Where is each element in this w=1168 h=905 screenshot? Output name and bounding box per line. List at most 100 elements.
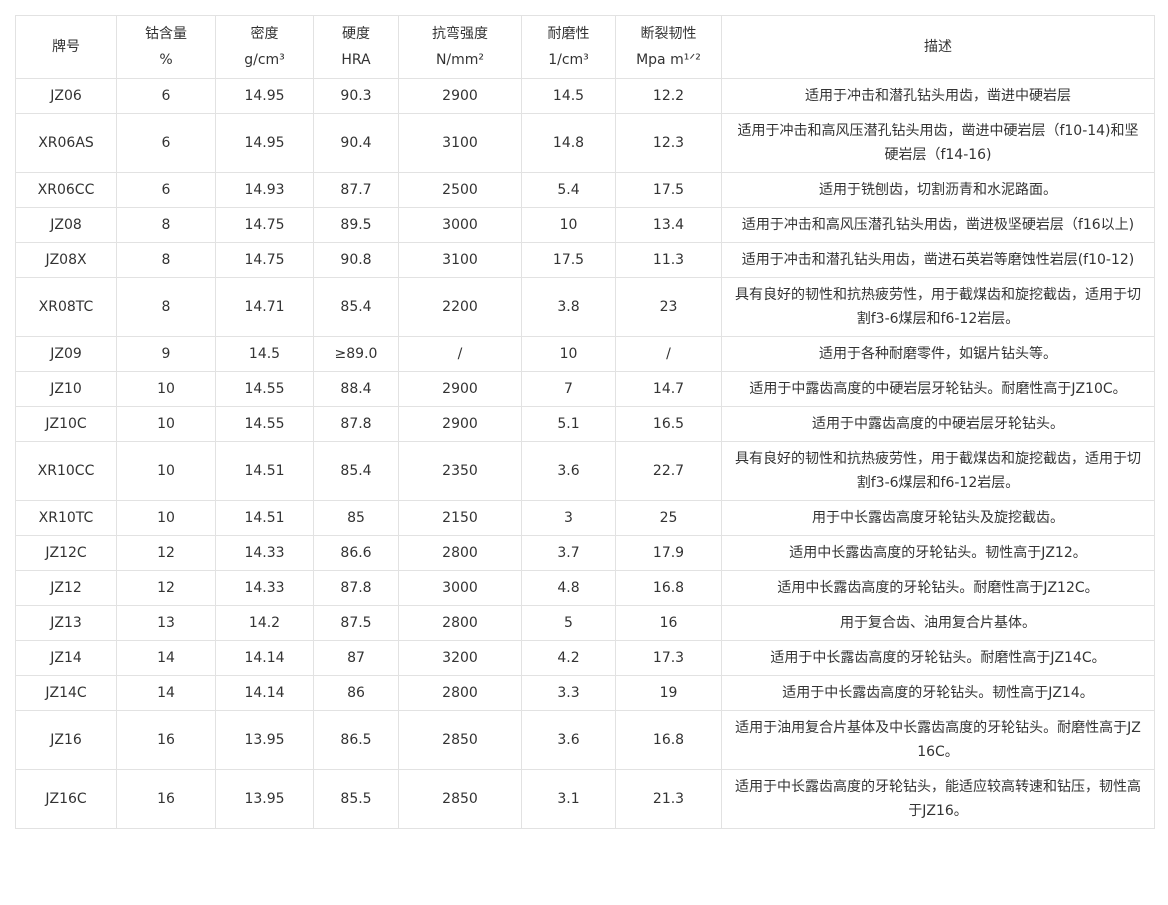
table-row: JZ09 9 14.5 ≥89.0/10/适用于各种耐磨零件，如锯片钻头等。 (15, 336, 1155, 372)
cell-grade: JZ14C (15, 675, 117, 711)
cell-description: 适用于冲击和潜孔钻头用齿，凿进中硬岩层 (721, 78, 1155, 114)
cell-description: 具有良好的韧性和抗热疲劳性，用于截煤齿和旋挖截齿，适用于切割f3-6煤层和f6-… (721, 277, 1155, 337)
table-row: XR06CC 6 14.93 87.7 2500 5.4 17.5 适用于铣刨齿，切割沥青和水… (15, 172, 1155, 208)
cell-hardness: 86.5 (313, 710, 399, 770)
cell-fracture-toughness: 13.4 (615, 207, 722, 243)
cell-fracture-toughness: 14.7 (615, 371, 722, 407)
cell-grade: JZ08X (15, 242, 117, 278)
header-density: 密度 g/cm³ (215, 15, 314, 79)
cell-description: 具有良好的韧性和抗热疲劳性，用于截煤齿和旋挖截齿，适用于切割f3-6煤层和f6-… (721, 441, 1155, 501)
cell-grade: XR10TC (15, 500, 117, 536)
table-row: XR10TC 10 14.51 85 2150 3 25 用于中长露齿高度牙轮钻头及旋挖截齿。 (15, 500, 1155, 536)
table-row: XR08TC 8 14.71 85.4 2200 3.8 23 具有良好的韧性和抗热疲劳性，用… (15, 277, 1155, 337)
cell-fracture-toughness: 19 (615, 675, 722, 711)
cell-fracture-toughness: 22.7 (615, 441, 722, 501)
cell-grade: JZ16C (15, 769, 117, 829)
cell-hardness: ≥89.0 (313, 336, 399, 372)
cell-grade: JZ06 (15, 78, 117, 114)
cell-wear-resistance: 10 (521, 207, 616, 243)
cell-wear-resistance: 5.4 (521, 172, 616, 208)
cell-fracture-toughness: 12.3 (615, 113, 722, 173)
cell-fracture-toughness: 16 (615, 605, 722, 641)
cell-description: 适用于中长露齿高度的牙轮钻头。耐磨性高于JZ14C。 (721, 640, 1155, 676)
table-row: JZ14 14 14.14 87 3200 4.2 17.3 适用于中长露齿高度的牙轮钻头。耐… (15, 640, 1155, 676)
carbide-grade-table: 牌号 钴含量% 密度 g/cm³ 硬度 HRA 抗弯强度 N/mm² 耐磨性 1/cm³ 断裂韧性 M… (15, 15, 1155, 829)
cell-cobalt-content: 8 (116, 277, 216, 337)
header-cobalt-content: 钴含量% (116, 15, 216, 79)
cell-cobalt-content: 6 (116, 113, 216, 173)
cell-fracture-toughness: 17.3 (615, 640, 722, 676)
cell-fracture-toughness: 21.3 (615, 769, 722, 829)
cell-grade: XR06CC (15, 172, 117, 208)
cell-wear-resistance: 3.3 (521, 675, 616, 711)
header-hardness-label: 硬度 (342, 26, 370, 42)
header-wear-resistance-unit: 1/cm³ (548, 52, 589, 68)
cell-grade: JZ08 (15, 207, 117, 243)
header-description-label: 描述 (924, 39, 952, 55)
cell-wear-resistance: 3 (521, 500, 616, 536)
cell-wear-resistance: 5.1 (521, 406, 616, 442)
cell-hardness: 90.4 (313, 113, 399, 173)
cell-description: 用于复合齿、油用复合片基体。 (721, 605, 1155, 641)
cell-hardness: 85.4 (313, 441, 399, 501)
cell-wear-resistance: 14.5 (521, 78, 616, 114)
cell-bending-strength: 2500 (398, 172, 522, 208)
cell-bending-strength: 2900 (398, 406, 522, 442)
cell-bending-strength: 3000 (398, 207, 522, 243)
cell-fracture-toughness: 12.2 (615, 78, 722, 114)
cell-fracture-toughness: 17.9 (615, 535, 722, 571)
cell-description: 用于中长露齿高度牙轮钻头及旋挖截齿。 (721, 500, 1155, 536)
header-bending-strength-label: 抗弯强度 (432, 26, 488, 42)
table-row: JZ06 6 14.95 90.3 2900 14.5 12.2 适用于冲击和潜孔钻头用齿，凿… (15, 78, 1155, 114)
cell-density: 14.51 (215, 500, 314, 536)
cell-bending-strength: 2900 (398, 78, 522, 114)
cell-hardness: 87.8 (313, 570, 399, 606)
cell-wear-resistance: 3.7 (521, 535, 616, 571)
header-hardness-unit: HRA (341, 52, 371, 68)
cell-grade: XR06AS (15, 113, 117, 173)
cell-density: 14.51 (215, 441, 314, 501)
cell-density: 14.95 (215, 113, 314, 173)
cell-density: 14.95 (215, 78, 314, 114)
cell-hardness: 90.3 (313, 78, 399, 114)
cell-bending-strength: 3100 (398, 242, 522, 278)
table-row: XR10CC 10 14.51 85.4 2350 3.6 22.7 具有良好的韧性和抗热疲劳… (15, 441, 1155, 501)
table-header-row: 牌号 钴含量% 密度 g/cm³ 硬度 HRA 抗弯强度 N/mm² 耐磨性 1/cm³ 断裂韧性 M… (15, 15, 1155, 79)
header-fracture-toughness-unit: Mpa m¹ᐟ² (636, 52, 701, 68)
header-density-unit: g/cm³ (244, 52, 285, 68)
table-row: JZ16 16 13.95 86.5 2850 3.6 16.8 适用于油用复合片基体及中长露… (15, 710, 1155, 770)
cell-bending-strength: 2350 (398, 441, 522, 501)
cell-cobalt-content: 6 (116, 172, 216, 208)
cell-fracture-toughness: 16.5 (615, 406, 722, 442)
cell-description: 适用于各种耐磨零件，如锯片钻头等。 (721, 336, 1155, 372)
cell-grade: JZ12 (15, 570, 117, 606)
cell-hardness: 85 (313, 500, 399, 536)
cell-fracture-toughness: 25 (615, 500, 722, 536)
table-row: JZ08X 8 14.75 90.8 3100 17.5 11.3 适用于冲击和潜孔钻头用齿，… (15, 242, 1155, 278)
cell-description: 适用中长露齿高度的牙轮钻头。韧性高于JZ12。 (721, 535, 1155, 571)
header-wear-resistance: 耐磨性 1/cm³ (521, 15, 616, 79)
cell-bending-strength: 2900 (398, 371, 522, 407)
header-density-label: 密度 (250, 26, 279, 42)
cell-bending-strength: 2800 (398, 605, 522, 641)
cell-density: 14.14 (215, 675, 314, 711)
cell-description: 适用于中露齿高度的中硬岩层牙轮钻头。耐磨性高于JZ10C。 (721, 371, 1155, 407)
cell-bending-strength: 3100 (398, 113, 522, 173)
cell-grade: JZ10C (15, 406, 117, 442)
cell-cobalt-content: 12 (116, 535, 216, 571)
cell-wear-resistance: 14.8 (521, 113, 616, 173)
cell-hardness: 86 (313, 675, 399, 711)
cell-grade: XR10CC (15, 441, 117, 501)
cell-wear-resistance: 4.2 (521, 640, 616, 676)
cell-hardness: 90.8 (313, 242, 399, 278)
table-row: JZ12 12 14.33 87.8 3000 4.8 16.8 适用中长露齿高度的牙轮钻头。… (15, 570, 1155, 606)
header-grade-label: 牌号 (52, 39, 80, 55)
cell-density: 14.75 (215, 207, 314, 243)
cell-description: 适用于铣刨齿，切割沥青和水泥路面。 (721, 172, 1155, 208)
cell-density: 14.93 (215, 172, 314, 208)
cell-hardness: 88.4 (313, 371, 399, 407)
cell-wear-resistance: 4.8 (521, 570, 616, 606)
header-bending-strength-unit: N/mm² (435, 52, 485, 68)
cell-description: 适用于油用复合片基体及中长露齿高度的牙轮钻头。耐磨性高于JZ16C。 (721, 710, 1155, 770)
table-body: JZ06 6 14.95 90.3 2900 14.5 12.2 适用于冲击和潜孔钻头用齿，凿… (15, 78, 1155, 829)
